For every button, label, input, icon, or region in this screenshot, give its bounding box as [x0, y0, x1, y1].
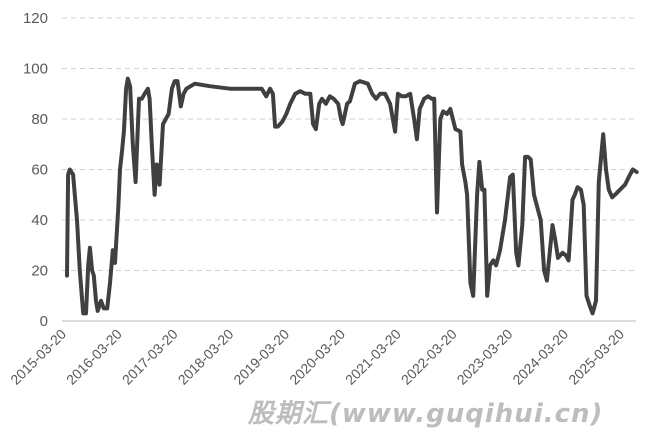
x-tick-label: 2017-03-20 — [119, 326, 181, 388]
y-tick-label: 100 — [23, 61, 48, 78]
y-tick-label: 40 — [31, 212, 48, 229]
x-tick-label: 2022-03-20 — [398, 326, 460, 388]
x-tick-label: 2020-03-20 — [286, 326, 348, 388]
watermark: 股期汇(www.guqihui.cn) — [248, 399, 604, 429]
y-tick-label: 80 — [31, 111, 48, 128]
x-tick-label: 2024-03-20 — [509, 326, 571, 388]
x-tick-label: 2023-03-20 — [454, 326, 516, 388]
x-tick-label: 2016-03-20 — [63, 326, 125, 388]
y-tick-label: 60 — [31, 162, 48, 179]
x-tick-label: 2025-03-20 — [565, 326, 627, 388]
x-tick-label: 2018-03-20 — [175, 326, 237, 388]
x-tick-label: 2015-03-20 — [7, 326, 69, 388]
y-tick-label: 0 — [40, 313, 48, 330]
y-tick-label: 20 — [31, 263, 48, 280]
y-tick-label: 120 — [23, 10, 48, 27]
series-line — [65, 76, 639, 316]
x-tick-label: 2021-03-20 — [342, 326, 404, 388]
x-tick-label: 2019-03-20 — [230, 326, 292, 388]
